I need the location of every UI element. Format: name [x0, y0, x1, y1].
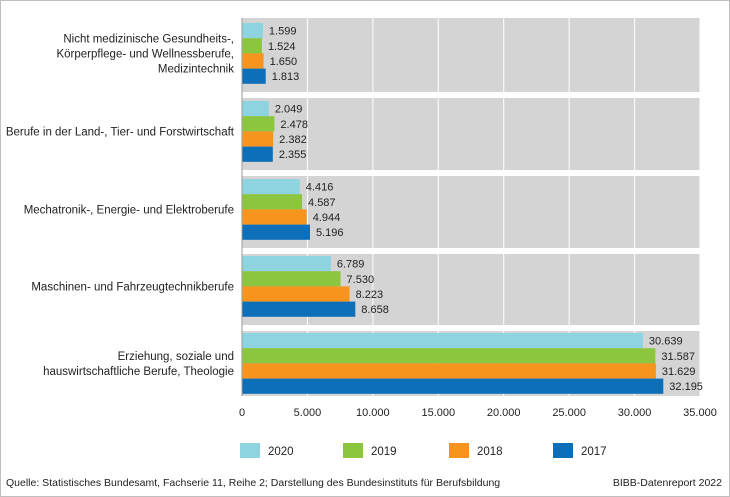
category-label: Mechatronik-, Energie- und Elektroberufe	[24, 204, 234, 216]
value-label: 5.196	[316, 227, 344, 239]
bar-2019-cat-2	[242, 116, 275, 132]
x-tick-label: 35.000	[683, 407, 717, 419]
bar-2017-cat-3	[242, 224, 310, 240]
legend-label-2017: 2017	[581, 446, 607, 458]
value-label: 4.944	[313, 212, 341, 224]
value-label: 32.195	[669, 381, 703, 393]
source-note: Quelle: Statistisches Bundesamt, Fachser…	[6, 477, 501, 489]
bar-2017-cat-5	[242, 378, 664, 394]
category-label: Nicht medizinische Gesundheits-,	[63, 33, 234, 45]
bar-2020-cat-2	[242, 101, 269, 117]
value-label: 2.382	[279, 134, 307, 146]
bar-2018-cat-4	[242, 286, 350, 302]
category-label: Körperpflege- und Wellnessberufe,	[56, 48, 234, 60]
value-label: 2.049	[275, 104, 303, 116]
group-separator	[242, 92, 700, 98]
bar-2020-cat-4	[242, 256, 331, 272]
value-label: 7.530	[347, 274, 375, 286]
bar-2020-cat-3	[242, 179, 300, 195]
bar-2018-cat-1	[242, 53, 264, 69]
value-label: 6.789	[337, 259, 365, 271]
bar-chart: 1.599 1.524 1.650 1.813 Nicht medizinische G…	[6, 18, 717, 458]
value-label: 1.599	[269, 26, 297, 38]
legend-label-2019: 2019	[371, 446, 397, 458]
bar-2019-cat-1	[242, 38, 262, 54]
bar-2018-cat-2	[242, 131, 274, 147]
value-label: 31.629	[662, 366, 696, 378]
x-tick-label: 10.000	[356, 407, 390, 419]
value-label: 4.416	[306, 182, 334, 194]
x-tick-label: 25.000	[552, 407, 586, 419]
bar-2018-cat-5	[242, 363, 656, 379]
bar-2019-cat-3	[242, 194, 303, 210]
x-tick-label: 5.000	[294, 407, 322, 419]
value-label: 1.650	[270, 56, 298, 68]
legend-swatch-2020	[240, 443, 260, 458]
legend-swatch-2019	[343, 443, 363, 458]
group-separator	[242, 325, 700, 331]
group-separator	[242, 170, 700, 176]
group-separator	[242, 248, 700, 254]
value-label: 8.658	[361, 304, 389, 316]
value-label: 8.223	[356, 289, 384, 301]
value-label: 2.355	[279, 149, 307, 161]
bar-2019-cat-5	[242, 348, 656, 364]
legend-swatch-2017	[553, 443, 573, 458]
bar-2020-cat-1	[242, 23, 263, 39]
category-label: Berufe in der Land-, Tier- und Forstwirt…	[6, 126, 235, 138]
category-label: Maschinen- und Fahrzeugtechnikberufe	[31, 281, 234, 293]
value-label: 1.813	[272, 71, 300, 83]
value-label: 1.524	[268, 41, 296, 53]
category-label: hauswirtschaftliche Berufe, Theologie	[43, 366, 234, 378]
report-credit: BIBB-Datenreport 2022	[612, 477, 722, 489]
category-label: Erziehung, soziale und	[118, 351, 234, 363]
legend-swatch-2018	[449, 443, 469, 458]
x-tick-label: 0	[239, 407, 245, 419]
value-label: 2.478	[280, 119, 308, 131]
bar-2017-cat-4	[242, 301, 356, 317]
legend-label-2020: 2020	[268, 446, 294, 458]
bar-2018-cat-3	[242, 209, 307, 225]
bar-2017-cat-2	[242, 146, 273, 162]
bar-2020-cat-5	[242, 333, 643, 349]
category-label: Medizintechnik	[158, 63, 234, 75]
value-label: 4.587	[308, 197, 336, 209]
value-label: 31.587	[661, 351, 695, 363]
legend-label-2018: 2018	[477, 446, 503, 458]
x-tick-label: 15.000	[421, 407, 455, 419]
bar-2017-cat-1	[242, 68, 266, 84]
value-label: 30.639	[649, 336, 683, 348]
bar-2019-cat-4	[242, 271, 341, 287]
x-tick-label: 30.000	[618, 407, 652, 419]
x-tick-label: 20.000	[487, 407, 521, 419]
